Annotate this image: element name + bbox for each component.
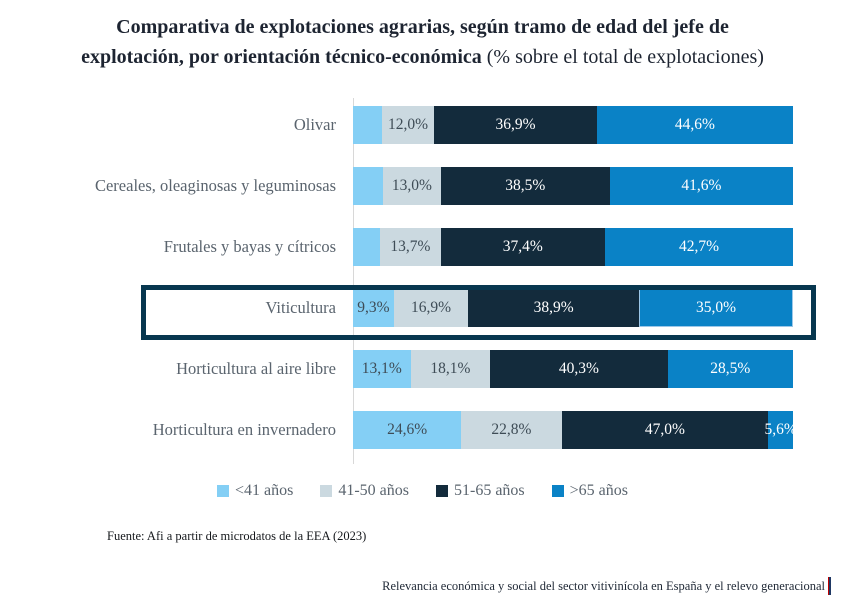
footer-edge-mark-icon (828, 577, 831, 595)
bar-segment-value-label: 40,3% (558, 360, 599, 377)
legend-swatch-icon (320, 485, 333, 497)
stacked-bar: 12,0% 36,9% 44,6% (353, 106, 793, 144)
legend-item: <41 años (216, 482, 294, 500)
legend-swatch-icon (436, 485, 448, 497)
bar-segment-value-label: 5,6% (764, 421, 797, 438)
chart-title-line1: Comparativa de explotaciones agrarias, s… (4, 12, 841, 42)
bar-segment: 18,1% (410, 350, 491, 388)
stacked-bar: 13,0% 38,5% 41,6% (353, 167, 793, 205)
bar-segment: 47,0% (561, 411, 769, 449)
category-label: Viticultura (265, 298, 337, 317)
axis-baseline (353, 98, 354, 464)
bar-segment: 24,6% (353, 411, 462, 449)
chart-row: Olivar 12,0% 36,9% 44,6% (0, 106, 845, 144)
report-footer-title: Relevancia económica y social del sector… (382, 578, 825, 593)
bar-segment: 44,6% (596, 106, 793, 144)
legend-item: >65 años (551, 482, 629, 500)
bar-segment-value-label: 38,5% (505, 177, 546, 194)
bar-segment-value-label: 13,0% (391, 177, 432, 194)
stacked-bar: 9,3% 16,9% 38,9% 35,0% (353, 289, 793, 327)
bar-segment-value-label: 37,4% (502, 238, 543, 255)
bar-segment-value-label: 12,0% (387, 116, 429, 133)
stacked-bar-chart: Olivar 12,0% 36,9% 44,6% Cereales, oleaginos… (0, 98, 845, 500)
legend-label: 51-65 años (454, 482, 525, 499)
bar-segment-value-label: 13,1% (361, 360, 402, 377)
chart-title: Comparativa de explotaciones agrarias, s… (0, 12, 845, 72)
bar-segment-value-label: 16,9% (410, 299, 452, 316)
category-label: Frutales y bayas y cítricos (163, 237, 336, 256)
chart-title-line2-bold: explotación, por orientación técnico-eco… (81, 46, 482, 68)
chart-row: Frutales y bayas y cítricos 13,7% 37,4% 42,… (0, 228, 845, 266)
bar-segment: 16,9% (393, 289, 469, 327)
bar-segment: 37,4% (440, 228, 606, 266)
bar-segment: 28,5% (667, 350, 793, 388)
bar-segment (353, 228, 381, 266)
bar-segment: 40,3% (490, 350, 668, 388)
bar-segment: 41,6% (609, 167, 793, 205)
legend-label: 41-50 años (338, 482, 409, 499)
bar-segment-value-label: 18,1% (430, 360, 471, 377)
bar-segment-value-label: 35,0% (696, 299, 737, 316)
legend-swatch-icon (551, 485, 564, 497)
bar-segment: 9,3% (353, 289, 394, 327)
bar-segment: 38,5% (440, 167, 610, 205)
chart-row: Horticultura en invernadero 24,6% 22,8% 47,… (0, 411, 845, 449)
chart-row: Horticultura al aire libre 13,1% 18,1% 40,3… (0, 350, 845, 388)
chart-rows: Olivar 12,0% 36,9% 44,6% Cereales, oleaginos… (0, 106, 845, 449)
chart-title-line1-text: Comparativa de explotaciones agrarias, s… (116, 16, 729, 38)
bar-segment: 12,0% (381, 106, 435, 144)
bar-segment-value-label: 28,5% (710, 360, 751, 377)
bar-segment-value-label: 36,9% (495, 116, 536, 133)
bar-segment-value-label: 42,7% (678, 238, 720, 255)
category-label: Horticultura en invernadero (152, 420, 336, 439)
source-note: Fuente: Afi a partir de microdatos de la… (107, 529, 367, 543)
chart-row: Cereales, oleaginosas y leguminosas 13,0%… (0, 167, 845, 205)
bar-segment-value-label: 13,7% (390, 238, 431, 255)
report-footer: Relevancia económica y social del sector… (382, 577, 831, 595)
chart-row: Viticultura 9,3% 16,9% 38,9% 35,0% (0, 289, 845, 327)
legend-item: 41-50 años (320, 482, 409, 500)
legend-item: 51-65 años (436, 482, 525, 500)
legend-swatch-icon (216, 485, 229, 497)
bar-segment: 42,7% (605, 228, 793, 266)
bar-segment (353, 106, 382, 144)
bar-segment-value-label: 9,3% (357, 299, 390, 316)
bar-segment (353, 167, 384, 205)
report-page: Comparativa de explotaciones agrarias, s… (0, 12, 845, 603)
bar-segment-value-label: 44,6% (674, 116, 715, 133)
legend: <41 años 41-50 años 51-65 años >65 años (0, 482, 845, 500)
bar-segment: 13,1% (353, 350, 411, 388)
bar-segment: 38,9% (468, 289, 640, 327)
bar-segment-value-label: 24,6% (387, 421, 428, 438)
chart-title-subtitle: (% sobre el total de explotaciones) (481, 46, 764, 68)
stacked-bar: 24,6% 22,8% 47,0% 5,6% (353, 411, 797, 449)
bar-segment: 13,7% (380, 228, 441, 266)
bar-segment: 35,0% (639, 289, 793, 327)
category-label: Horticultura al aire libre (176, 359, 336, 378)
legend-label: <41 años (234, 482, 294, 499)
bar-segment: 36,9% (434, 106, 597, 144)
category-label: Olivar (293, 115, 336, 134)
bar-segment-value-label: 22,8% (491, 421, 532, 438)
stacked-bar: 13,1% 18,1% 40,3% 28,5% (353, 350, 793, 388)
bar-segment-value-label: 47,0% (644, 421, 685, 438)
chart-title-line2: explotación, por orientación técnico-eco… (4, 42, 841, 72)
stacked-bar: 13,7% 37,4% 42,7% (353, 228, 793, 266)
category-label: Cereales, oleaginosas y leguminosas (94, 176, 336, 195)
legend-label: >65 años (569, 482, 629, 499)
bar-segment-value-label: 38,9% (533, 299, 574, 316)
bar-segment: 22,8% (461, 411, 562, 449)
bar-segment-value-label: 41,6% (681, 177, 722, 194)
bar-segment: 13,0% (383, 167, 441, 205)
bar-segment: 5,6% (765, 411, 797, 449)
